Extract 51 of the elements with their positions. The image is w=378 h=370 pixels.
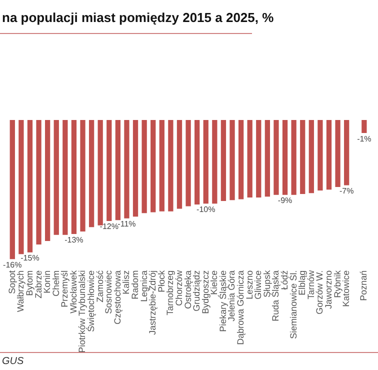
x-tick-label: Grudziądz [192,270,202,312]
x-tick-label: Zabrze [33,270,44,298]
x-tick-label: Kielce [209,270,220,295]
x-tick-label: Leszno [244,270,254,300]
x-tick-label: Kalisz [121,270,132,294]
x-tick-label: Piekary Śląskie [216,270,228,332]
x-tick-label: Konin [42,270,52,294]
x-tick-label: Włocławek [68,270,78,314]
x-tick-label: Wałbrzych [16,270,26,312]
data-label: -10% [196,204,216,214]
text: GUS [2,356,24,367]
data-label: -12% [100,222,118,232]
data-label: -7% [339,186,354,196]
x-tick-label: Ruda Śląska [270,270,281,322]
x-tick-label: Chorzów [174,270,184,306]
x-tick-label: Legnica [138,270,149,302]
chart-title: na populacji miast pomiędzy 2015 a 2025, % [2,10,274,25]
x-tick-label: Jelenia Góra [226,270,237,322]
x-tick-label: Częstochowa [112,270,122,324]
x-tick-label: Zamość [94,270,105,302]
data-label: -11% [118,220,136,229]
x-tick-label: Jastrzębie-Zdrój [148,270,158,335]
x-tick-label: Siemianowice Śl. [287,270,298,339]
x-tick-label: Słupsk [262,270,272,298]
data-label: -15% [20,254,40,263]
x-tick-label: Radom [130,270,140,300]
x-tick-label: Elbląg [297,270,308,296]
x-tick-label: Jaworzno [323,270,334,309]
x-tick-label: Płock [156,270,166,292]
x-tick-label: Gorzów W. [314,270,325,314]
x-tick-label: Bytom [24,270,34,296]
data-label: -16% [3,260,22,270]
x-tick-label: Dąbrowa Górnicza [236,270,246,345]
x-tick-label: Katowice [341,270,352,307]
x-tick-label: Świętochłowice [85,270,96,332]
x-tick-label: Sopot [6,270,17,294]
x-tick-label: Ostrołęka [182,270,193,309]
x-tick-label: Rybnik [332,270,342,298]
data-label: -1% [357,134,372,144]
x-tick-label: Poznań [358,270,369,301]
x-tick-label: Bydgoszcz [200,270,210,314]
x-tick-label: Piotrków Trybunalski [77,270,88,353]
x-tick-label: Łódź [280,270,290,290]
x-tick-label: Tarnobrzeg [165,270,176,316]
data-label: -9% [278,196,292,206]
x-tick-label: Tarnów [306,270,316,300]
x-tick-label: Sosnowiec [104,270,114,314]
x-tick-label: Gliwice [253,270,264,300]
data-label: -13% [64,235,84,244]
x-tick-label: Chełm [50,270,61,296]
x-tick-label: Przemyśl [60,270,70,308]
